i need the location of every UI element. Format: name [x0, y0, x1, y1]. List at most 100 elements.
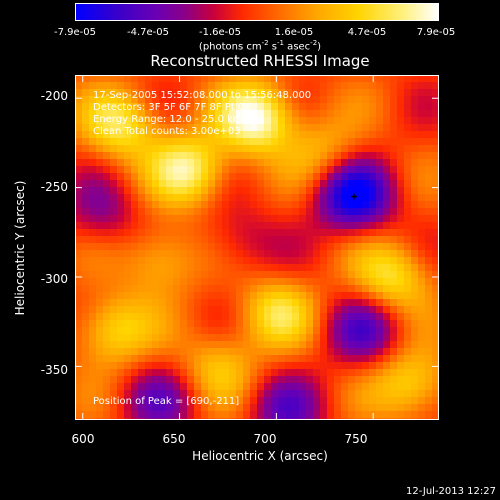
heatmap-cell [369, 390, 377, 398]
heatmap-cell [250, 173, 258, 181]
heatmap-cell [355, 145, 363, 153]
heatmap-cell [82, 103, 90, 111]
heatmap-cell [166, 320, 174, 328]
heatmap-cell [355, 278, 363, 286]
heatmap-cell [82, 271, 90, 279]
heatmap-cell [124, 236, 132, 244]
heatmap-cell [229, 138, 237, 146]
heatmap-cell [138, 187, 146, 195]
heatmap-cell [355, 404, 363, 412]
heatmap-cell [159, 334, 167, 342]
heatmap-cell [411, 75, 419, 83]
heatmap-cell [103, 334, 111, 342]
heatmap-cell [208, 89, 216, 97]
heatmap-cell [425, 215, 433, 223]
heatmap-cell [348, 117, 356, 125]
heatmap-cell [166, 187, 174, 195]
heatmap-cell [138, 313, 146, 321]
heatmap-cell [264, 306, 272, 314]
heatmap-cell [404, 404, 412, 412]
heatmap-cell [327, 180, 335, 188]
heatmap-cell [404, 222, 412, 230]
heatmap-cell [152, 96, 160, 104]
heatmap-cell [180, 313, 188, 321]
heatmap-cell [201, 348, 209, 356]
heatmap-cell [152, 411, 160, 419]
heatmap-cell [390, 257, 398, 265]
heatmap-cell [306, 271, 314, 279]
heatmap-cell [278, 390, 286, 398]
heatmap-cell [96, 194, 104, 202]
heatmap-cell [397, 376, 405, 384]
heatmap-cell [187, 278, 195, 286]
heatmap-cell [404, 327, 412, 335]
heatmap-cell [96, 82, 104, 90]
heatmap-cell [215, 250, 223, 258]
heatmap-cell [425, 327, 433, 335]
heatmap-cell [411, 327, 419, 335]
heatmap-cell [187, 383, 195, 391]
heatmap-cell [194, 131, 202, 139]
heatmap-cell [89, 229, 97, 237]
heatmap-cell [383, 103, 391, 111]
heatmap-cell [306, 166, 314, 174]
heatmap-cell [236, 341, 244, 349]
heatmap-cell [341, 222, 349, 230]
heatmap-cell [222, 404, 230, 412]
heatmap-cell [418, 355, 426, 363]
heatmap-cell [229, 145, 237, 153]
heatmap-cell [208, 334, 216, 342]
heatmap-cell [292, 117, 300, 125]
heatmap-cell [215, 229, 223, 237]
heatmap-cell [187, 194, 195, 202]
heatmap-cell [334, 131, 342, 139]
heatmap-cell [145, 236, 153, 244]
heatmap-cell [292, 334, 300, 342]
heatmap-cell [313, 75, 321, 83]
heatmap-cell [173, 180, 181, 188]
heatmap-cell [285, 369, 293, 377]
heatmap-cell [96, 327, 104, 335]
heatmap-cell [89, 215, 97, 223]
heatmap-cell [404, 397, 412, 405]
heatmap-cell [82, 173, 90, 181]
heatmap-cell [250, 250, 258, 258]
heatmap-cell [82, 397, 90, 405]
heatmap-cell [306, 292, 314, 300]
heatmap-cell [327, 411, 335, 419]
heatmap-cell [355, 257, 363, 265]
heatmap-cell [236, 390, 244, 398]
heatmap-cell [201, 278, 209, 286]
heatmap-cell [390, 229, 398, 237]
heatmap-cell [411, 229, 419, 237]
heatmap-cell [327, 313, 335, 321]
heatmap-cell [369, 82, 377, 90]
heatmap-cell [355, 271, 363, 279]
heatmap-cell [411, 299, 419, 307]
heatmap-cell [124, 96, 132, 104]
heatmap-cell [362, 243, 370, 251]
heatmap-cell [334, 285, 342, 293]
heatmap-cell [327, 320, 335, 328]
heatmap-cell [369, 313, 377, 321]
heatmap-cell [257, 229, 265, 237]
heatmap-cell [362, 257, 370, 265]
heatmap-cell [418, 124, 426, 132]
heatmap-cell [222, 250, 230, 258]
heatmap-cell [222, 383, 230, 391]
heatmap-cell [152, 145, 160, 153]
heatmap-cell [320, 313, 328, 321]
heatmap-cell [89, 194, 97, 202]
heatmap-cell [124, 243, 132, 251]
heatmap-cell [341, 208, 349, 216]
heatmap-cell [292, 75, 300, 83]
heatmap-cell [243, 306, 251, 314]
heatmap-cell [96, 159, 104, 167]
heatmap-cell [208, 355, 216, 363]
heatmap-cell [341, 110, 349, 118]
heatmap-cell [187, 285, 195, 293]
heatmap-cell [159, 341, 167, 349]
heatmap-cell [89, 131, 97, 139]
heatmap-cell [89, 187, 97, 195]
heatmap-cell [432, 285, 439, 293]
